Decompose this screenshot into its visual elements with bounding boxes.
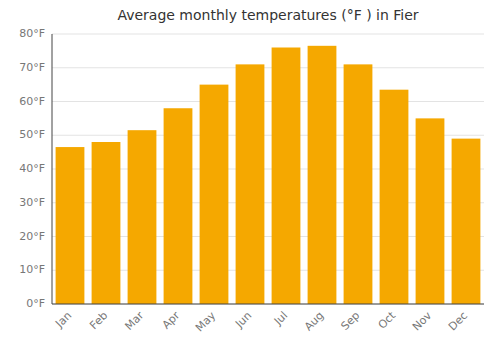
bar <box>236 64 265 304</box>
bar <box>92 142 121 304</box>
y-tick-label: 80°F <box>19 27 45 40</box>
page: {"chart_data": {"type": "bar", "title": … <box>0 0 500 350</box>
chart-svg: 0°F 10°F 20°F 30°F 40°F 50°F 60°F 70°F 80°F Jan Fe… <box>0 0 500 350</box>
grid <box>52 34 484 304</box>
bars <box>56 46 481 304</box>
bar <box>56 147 85 304</box>
x-tick-label: Aug <box>302 309 326 333</box>
x-tick-label: Mar <box>122 309 146 333</box>
bar <box>344 64 373 304</box>
x-tick-label: Apr <box>160 309 183 332</box>
x-tick-label: Jan <box>52 309 74 331</box>
grid-line <box>52 304 484 305</box>
x-tick-label: Feb <box>87 309 110 332</box>
bar <box>164 108 193 304</box>
chart-container: 0°F 10°F 20°F 30°F 40°F 50°F 60°F 70°F 80°F Jan Fe… <box>0 0 500 350</box>
x-tick-label: May <box>193 309 219 335</box>
x-axis-line <box>52 304 484 305</box>
bar <box>272 48 301 305</box>
chart-title: Average monthly temperatures (°F ) in Fi… <box>117 7 418 23</box>
bar <box>200 85 229 304</box>
y-tick-label: 30°F <box>19 196 45 209</box>
y-tick-label: 40°F <box>19 162 45 175</box>
x-tick-label: Jun <box>232 309 254 331</box>
y-tick-label: 10°F <box>19 263 45 276</box>
bar <box>452 139 481 304</box>
y-tick-label: 70°F <box>19 61 45 74</box>
grid-line <box>52 67 484 68</box>
y-tick-label: 60°F <box>19 95 45 108</box>
x-tick-label: Dec <box>446 309 470 333</box>
bar <box>380 90 409 304</box>
y-tick-label: 20°F <box>19 230 45 243</box>
y-tick-label: 0°F <box>26 297 45 310</box>
grid-line <box>52 101 484 102</box>
x-tick-label: Oct <box>376 309 399 332</box>
x-tick-label: Nov <box>410 309 435 334</box>
y-tick-label: 50°F <box>19 128 45 141</box>
bar <box>416 118 445 304</box>
y-axis-line <box>52 34 53 304</box>
bar <box>308 46 337 304</box>
x-tick-label: Sep <box>338 309 362 333</box>
x-tick-label: Jul <box>271 309 290 328</box>
bar <box>128 130 157 304</box>
grid-line <box>52 34 484 35</box>
